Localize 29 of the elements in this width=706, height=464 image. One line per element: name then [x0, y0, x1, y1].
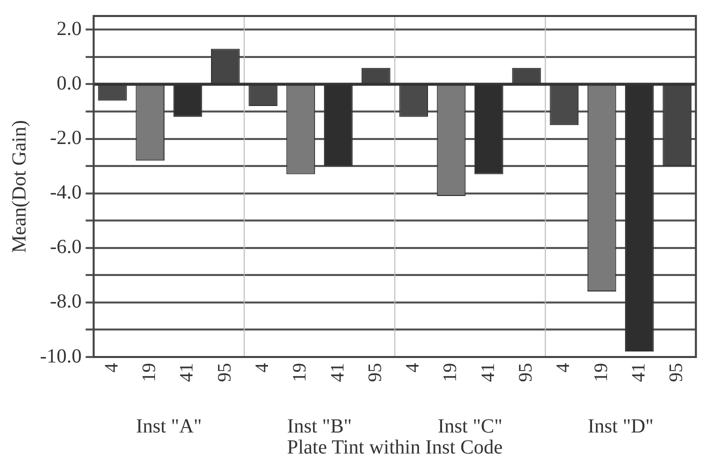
y-tick-label: 2.0: [56, 18, 82, 40]
x-tick-label: 95: [364, 363, 386, 382]
x-axis-title: Plate Tint within Inst Code: [286, 436, 503, 458]
x-tick-label: 19: [590, 363, 612, 382]
x-tick-label: 95: [666, 363, 688, 382]
text: Inst "A": [136, 415, 202, 438]
text: Inst "D": [588, 415, 654, 438]
y-tick-label: -6.0: [50, 236, 82, 258]
y-tick-label: -8.0: [50, 290, 82, 313]
x-tick-label: 19: [139, 363, 160, 382]
x-tick-label: 41: [327, 363, 348, 382]
x-tick-label: 41: [478, 363, 499, 382]
x-tick-label: 95: [214, 363, 236, 382]
x-tick-label: 95: [516, 363, 536, 382]
x-tick-label: 41: [176, 363, 198, 382]
x-tick-label: 19: [440, 363, 462, 382]
y-tick-label: -2.0: [50, 127, 82, 150]
x-tick-label: 19: [290, 363, 311, 382]
x-tick-label: 4: [402, 362, 424, 372]
y-tick-label: -4.0: [50, 182, 82, 204]
x-tick-label: 4: [553, 362, 574, 372]
x-tick-label: 4: [252, 362, 274, 372]
y-tick-label: 0.0: [56, 72, 82, 94]
x-tick-label: 41: [628, 363, 650, 382]
y-tick-label: -10.0: [40, 345, 82, 368]
x-tick-label: 4: [101, 362, 122, 372]
y-axis-title: Mean(Dot Gain): [8, 120, 30, 253]
text: Inst "C": [438, 415, 502, 438]
text: Inst "B": [287, 415, 352, 438]
